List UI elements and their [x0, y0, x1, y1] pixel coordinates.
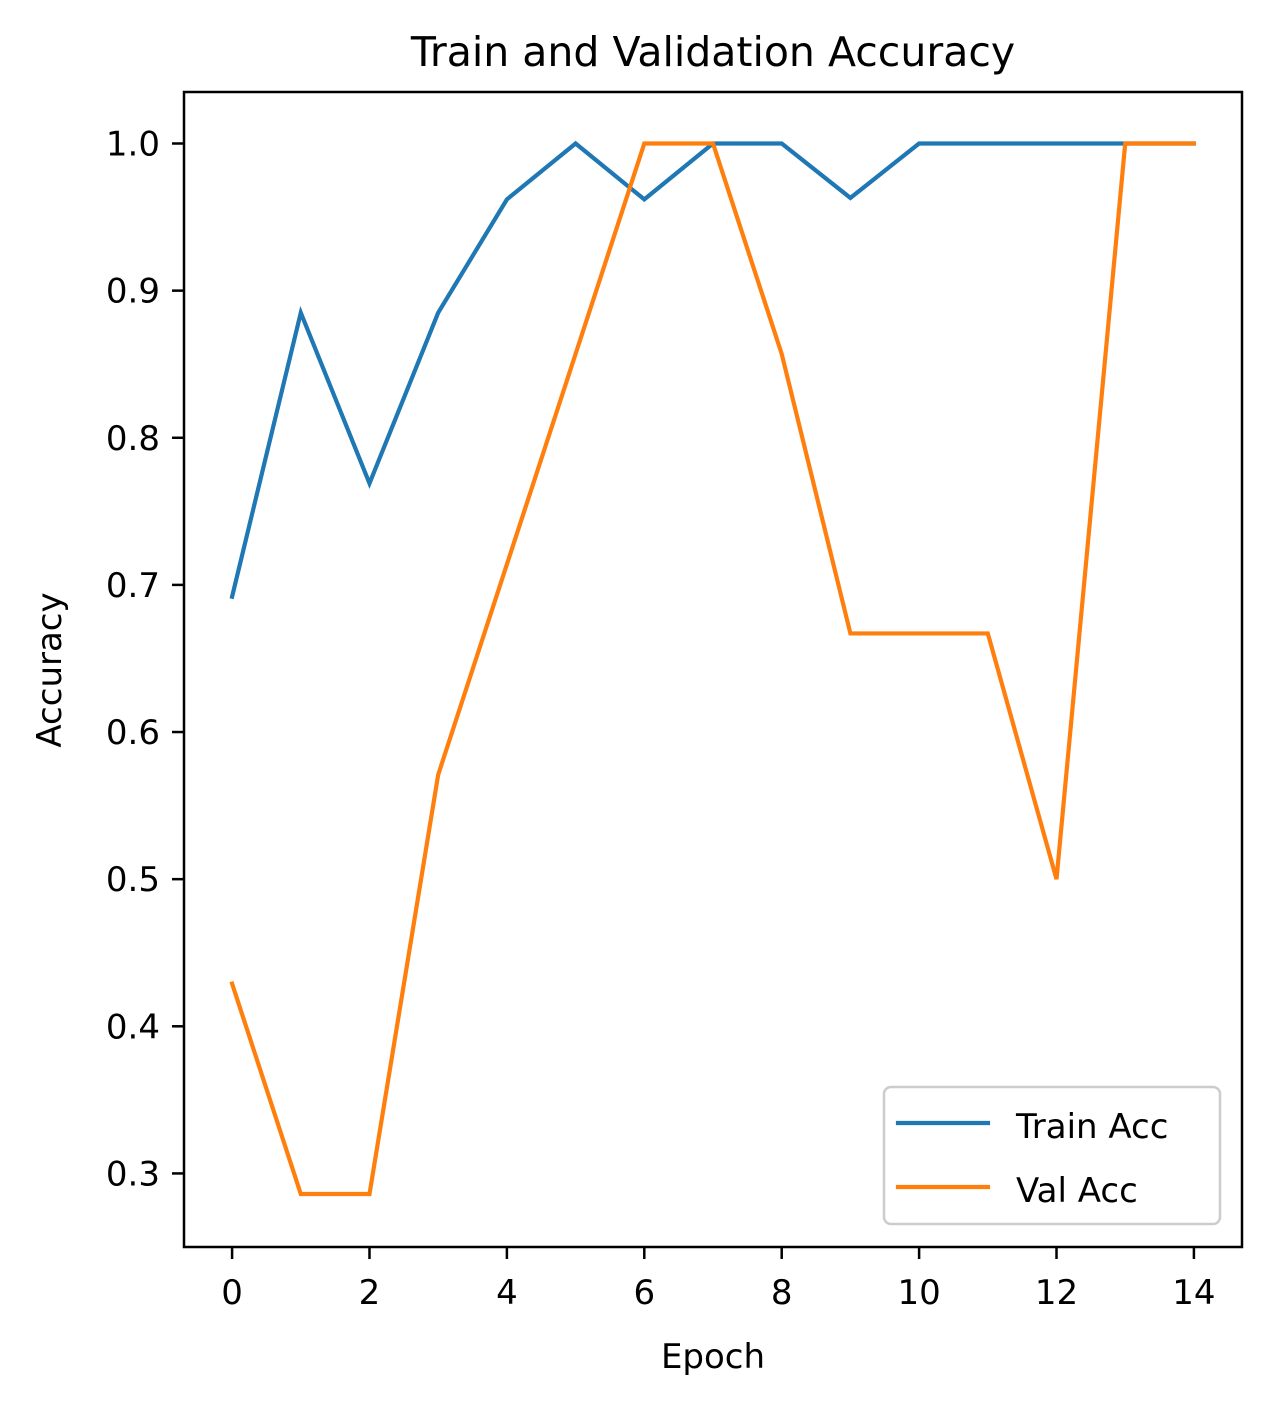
x-tick-label: 6 [633, 1273, 655, 1313]
legend-label-val-acc: Val Acc [1016, 1171, 1138, 1211]
x-tick-label: 12 [1035, 1273, 1078, 1313]
plot-frame [182, 90, 1244, 1249]
x-tick-label: 0 [221, 1273, 243, 1313]
x-tick-label: 10 [897, 1273, 940, 1313]
y-tick-label: 0.4 [106, 1007, 160, 1047]
legend-label-train-acc: Train Acc [1015, 1107, 1168, 1147]
y-tick-label: 0.8 [106, 419, 160, 459]
y-tick-label: 0.6 [106, 713, 160, 753]
x-tick-label: 8 [771, 1273, 793, 1313]
y-axis-title: Accuracy [30, 592, 70, 747]
x-tick-label: 14 [1172, 1273, 1215, 1313]
x-tick-label: 2 [359, 1273, 381, 1313]
legend: Train Acc Val Acc [882, 1085, 1222, 1226]
series-layer [229, 140, 1197, 1197]
y-tick-label: 0.3 [106, 1154, 160, 1194]
x-axis-title: Epoch [661, 1337, 765, 1377]
y-tick-label: 0.7 [106, 566, 160, 606]
y-axis: 0.3 0.4 0.5 0.6 0.7 0.8 0.9 1.0 [106, 124, 184, 1194]
x-tick-label: 4 [496, 1273, 518, 1313]
y-tick-label: 0.9 [106, 272, 160, 312]
x-axis: 0 2 4 6 8 10 12 14 [221, 1247, 1216, 1313]
y-tick-label: 1.0 [106, 124, 160, 164]
y-tick-label: 0.5 [106, 860, 160, 900]
chart-title: Train and Validation Accuracy [410, 28, 1015, 76]
